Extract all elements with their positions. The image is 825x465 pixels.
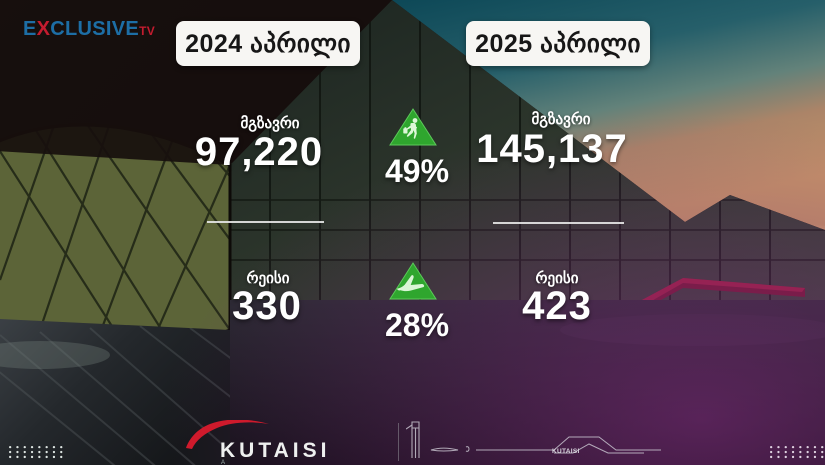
svg-text:KUTAISI: KUTAISI	[552, 448, 580, 455]
